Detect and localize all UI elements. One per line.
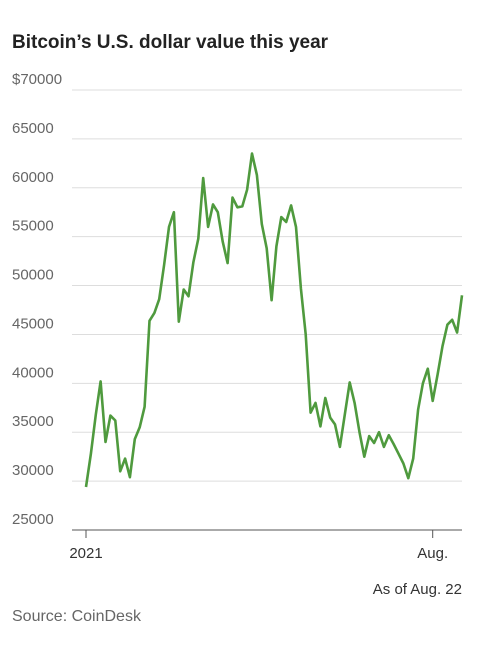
chart-title: Bitcoin’s U.S. dollar value this year <box>12 32 329 53</box>
y-tick-label: 40000 <box>12 364 54 381</box>
y-tick-label: 55000 <box>12 218 54 235</box>
y-tick-label: 65000 <box>12 120 54 137</box>
y-tick-label: 50000 <box>12 267 54 284</box>
source: Source: CoinDesk <box>12 608 142 625</box>
y-tick-label: 30000 <box>12 462 54 479</box>
x-tick-label: 2021 <box>69 545 102 562</box>
note: As of Aug. 22 <box>373 581 462 598</box>
price-line <box>84 152 464 488</box>
y-tick-label: $70000 <box>12 71 62 88</box>
x-tick-label: Aug. <box>417 545 448 562</box>
y-tick-label: 45000 <box>12 315 54 332</box>
y-tick-label: 60000 <box>12 169 54 186</box>
y-tick-label: 35000 <box>12 413 54 430</box>
y-tick-label: 25000 <box>12 511 54 528</box>
